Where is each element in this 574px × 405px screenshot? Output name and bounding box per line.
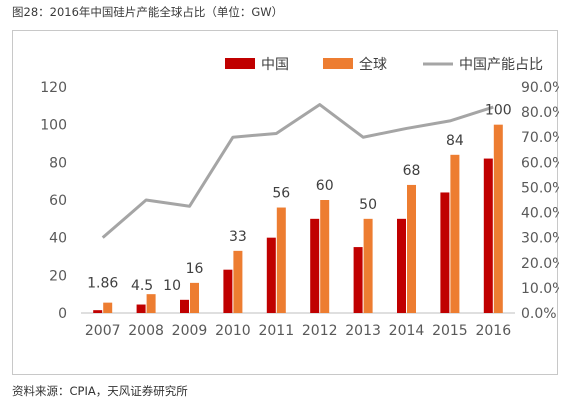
data-label: 60 — [316, 178, 334, 194]
bar-china — [93, 310, 103, 313]
data-label: 10 — [163, 278, 181, 294]
combo-chart: 中国 全球 中国产能占比 0 20 40 60 80 100 120 0.0% 10.0% 20.0… — [40, 56, 559, 339]
bar-china — [223, 269, 233, 313]
bar-china — [483, 158, 493, 313]
y-left-tick-label: 0 — [58, 306, 67, 322]
y-left-tick-label: 60 — [49, 193, 67, 209]
bar-global — [276, 207, 286, 313]
y-right-tick-label: 30.0% — [521, 231, 559, 247]
x-tick-label: 2008 — [128, 323, 164, 339]
data-label: 50 — [359, 197, 377, 213]
x-tick-label: 2014 — [389, 323, 425, 339]
data-label: 56 — [272, 186, 290, 202]
figure-source: 资料来源：CPIA，天风证券研究所 — [12, 384, 188, 398]
bar-global — [320, 200, 330, 313]
x-tick-label: 2015 — [432, 323, 468, 339]
bar-global — [233, 250, 243, 313]
bar-global — [190, 282, 199, 313]
data-labels: 1.86 4.5 10 16 33 56 60 50 68 84 100 — [87, 103, 512, 294]
x-tick-label: 2016 — [475, 323, 511, 339]
bars — [93, 124, 503, 314]
y-right-tick-label: 90.0% — [521, 80, 559, 96]
legend-label-china: 中国 — [261, 57, 289, 73]
y-axis-left: 0 20 40 60 80 100 120 — [40, 80, 67, 322]
x-tick-label: 2007 — [85, 323, 121, 339]
legend: 中国 全球 中国产能占比 — [225, 56, 543, 73]
x-tick-label: 2010 — [215, 323, 251, 339]
bar-china — [397, 218, 406, 313]
y-right-tick-label: 50.0% — [521, 180, 559, 196]
chart-area: 中国 全球 中国产能占比 0 20 40 60 80 100 120 0.0% 10.0% 20.0… — [12, 30, 559, 375]
share-line-path — [101, 103, 494, 239]
bar-china — [310, 218, 320, 313]
data-label: 68 — [403, 163, 421, 179]
x-tick-label: 2009 — [172, 323, 208, 339]
bar-china — [136, 304, 146, 313]
data-label: 16 — [186, 261, 204, 277]
x-tick-label: 2012 — [302, 323, 338, 339]
y-left-tick-label: 120 — [40, 80, 67, 96]
data-label: 33 — [229, 229, 247, 245]
data-label: 1.86 — [87, 276, 118, 292]
data-label: 4.5 — [131, 278, 153, 294]
y-left-tick-label: 80 — [49, 155, 67, 171]
y-right-tick-label: 10.0% — [521, 281, 559, 297]
data-label: 84 — [446, 133, 464, 149]
y-axis-right: 0.0% 10.0% 20.0% 30.0% 40.0% 50.0% 60.0% 70.0% 8… — [521, 80, 559, 322]
share-line — [101, 103, 494, 239]
bar-global — [493, 124, 503, 314]
legend-swatch-china — [225, 58, 255, 69]
bar-china — [440, 192, 450, 313]
y-right-tick-label: 80.0% — [521, 105, 559, 121]
y-right-tick-label: 20.0% — [521, 256, 559, 272]
y-left-tick-label: 20 — [49, 268, 67, 284]
x-axis: 2007 2008 2009 2010 2011 2012 2013 2014 2015 2016 — [85, 323, 511, 339]
data-label: 100 — [485, 103, 512, 119]
y-right-tick-label: 0.0% — [521, 306, 557, 322]
y-right-tick-label: 40.0% — [521, 206, 559, 222]
legend-label-share: 中国产能占比 — [459, 57, 543, 73]
bar-global — [363, 218, 373, 313]
y-right-tick-label: 60.0% — [521, 155, 559, 171]
x-tick-label: 2013 — [345, 323, 381, 339]
bar-global — [103, 302, 113, 313]
bar-global — [407, 184, 416, 313]
figure-title: 图28：2016年中国硅片产能全球占比（单位：GW） — [12, 5, 284, 19]
bar-china — [180, 299, 189, 313]
legend-swatch-global — [323, 58, 353, 69]
bar-global — [450, 154, 460, 313]
legend-label-global: 全球 — [359, 56, 387, 73]
y-left-tick-label: 40 — [49, 231, 67, 247]
y-right-tick-label: 70.0% — [521, 130, 559, 146]
bar-china — [353, 247, 363, 313]
y-left-tick-label: 100 — [40, 118, 67, 134]
bar-global — [146, 294, 156, 313]
bar-china — [266, 237, 276, 313]
x-tick-label: 2011 — [258, 323, 294, 339]
